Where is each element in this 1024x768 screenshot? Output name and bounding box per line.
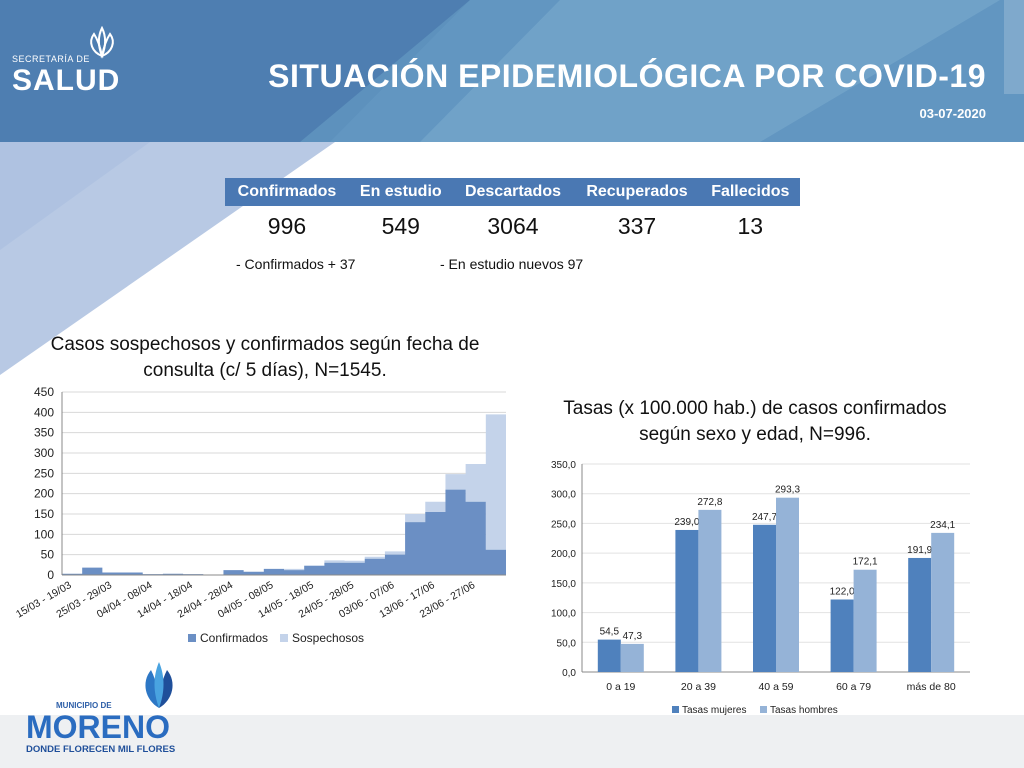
bar [776,497,799,672]
legend-label: Confirmados [200,631,268,645]
bar [853,569,877,672]
chart1-title: Casos sospechosos y confirmados según fe… [50,334,480,381]
summary-header-row: Confirmados En estudio Descartados Recup… [225,178,800,206]
chart2-title: Tasas (x 100.000 hab.) de casos confirma… [563,398,947,445]
value-fallecidos: 13 [737,212,764,239]
header-descartados: Descartados [452,178,574,206]
data-label: 172,1 [853,557,878,568]
moreno-logo-graphic: MUNICIPIO DE MORENO DONDE FLORECEN MIL F… [26,662,175,755]
y-tick-label: 350,0 [551,460,576,471]
x-tick-label: más de 80 [907,681,956,693]
x-tick-label: 20 a 39 [681,681,716,693]
y-tick-label: 50 [41,548,55,562]
data-label: 54,5 [600,627,620,638]
y-tick-label: 100 [34,527,54,541]
value-descartados: 3064 [487,212,539,239]
legend-label: Sospechosos [292,631,364,645]
bar [931,532,955,672]
y-tick-label: 300 [34,446,54,460]
data-label: 234,1 [930,520,955,531]
note-confirmados: - Confirmados + 37 [236,256,356,272]
x-tick-label: 0 a 19 [606,681,635,693]
y-tick-label: 200,0 [551,549,576,560]
bar [698,509,722,672]
logo-line2: MORENO [26,709,170,745]
legend-swatch [672,706,679,713]
page-title: SITUACIÓN EPIDEMIOLÓGICA POR COVID-19 [268,58,986,94]
header-confirmados: Confirmados [225,178,349,206]
legend-swatch [280,634,288,642]
bar [830,599,854,672]
flower-icon [145,662,173,708]
logo-line3: DONDE FLORECEN MIL FLORES [26,744,175,755]
legend-label: Tasas hombres [770,705,838,716]
data-label: 272,8 [697,497,722,508]
data-label: 191,9 [907,545,932,556]
x-tick-label: 60 a 79 [836,681,871,693]
org-big-text: SALUD [12,64,121,97]
summary-value-row: 996 549 3064 337 13 [225,206,800,246]
y-tick-label: 100,0 [551,609,576,620]
y-tick-label: 200 [34,487,54,501]
y-tick-label: 50,0 [557,638,577,649]
y-tick-label: 150 [34,507,54,521]
value-recuperados: 337 [617,212,657,239]
summary-table: Confirmados En estudio Descartados Recup… [225,178,800,246]
y-tick-label: 350 [34,426,54,440]
y-tick-label: 450 [34,385,54,399]
rates-bar-chart: 0,0 50,0 100,0 150,0 200,0 250,0 300,0 350,0 54,… [551,460,970,716]
data-label: 239,0 [674,517,699,528]
y-tick-label: 250 [34,466,54,480]
x-tick-label: 40 a 59 [758,681,793,693]
data-label: 47,3 [623,631,643,642]
y-tick-label: 0,0 [562,668,576,679]
bar [620,643,644,672]
y-tick-label: 0 [47,568,54,582]
data-label: 122,0 [830,586,855,597]
bar [675,529,699,672]
moreno-logo: MUNICIPIO DE MORENO DONDE FLORECEN MIL F… [22,660,202,760]
bar [753,524,776,672]
header-fallecidos: Fallecidos [700,178,800,206]
header-recuperados: Recuperados [573,178,701,206]
y-tick-label: 400 [34,405,54,419]
legend-swatch [760,706,767,713]
value-confirmados: 996 [267,212,307,239]
y-tick-label: 250,0 [551,519,576,530]
flower-icon [90,26,114,59]
legend-label: Tasas mujeres [682,705,746,716]
legend-swatch [188,634,196,642]
series-confirmados-area [62,489,506,575]
data-label: 293,3 [775,485,800,496]
value-en-estudio: 549 [381,212,420,239]
data-label: 247,7 [752,512,777,523]
logo-line1: MUNICIPIO DE [56,701,112,710]
report-date: 03-07-2020 [919,106,987,121]
org-small-text: SECRETARÍA DE [12,54,90,64]
header-en-estudio: En estudio [348,178,453,206]
bar [908,557,932,672]
note-en-estudio: - En estudio nuevos 97 [440,256,584,272]
y-tick-label: 150,0 [551,579,576,590]
y-tick-label: 300,0 [551,490,576,501]
bar [597,639,621,672]
